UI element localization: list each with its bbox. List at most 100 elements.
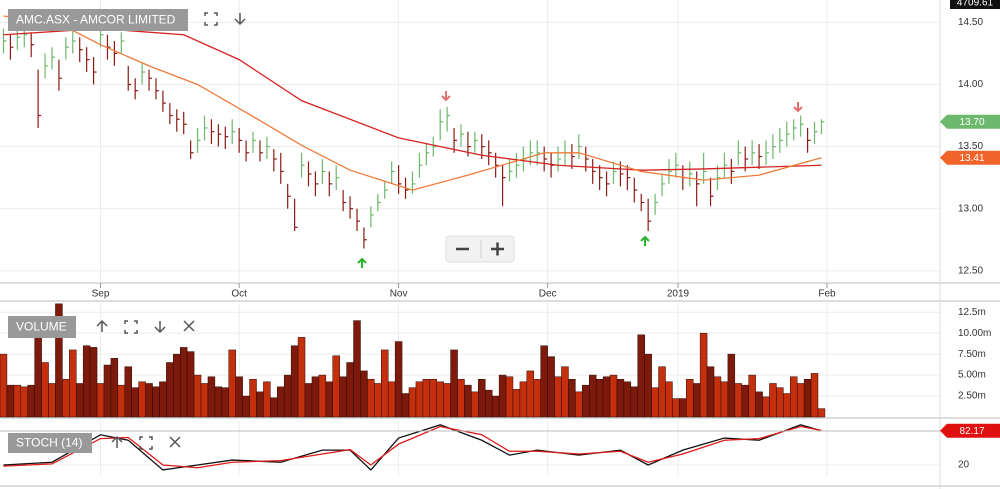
- y-tick-label: 2.50m: [958, 391, 986, 402]
- volume-bar: [249, 379, 257, 418]
- volume-bar: [297, 337, 306, 418]
- volume-bar: [325, 381, 333, 418]
- x-tick-label: Nov: [390, 289, 408, 300]
- volume-bar: [776, 387, 784, 418]
- volume-bar: [741, 384, 749, 418]
- volume-bar: [595, 379, 604, 418]
- volume-bar: [290, 345, 299, 418]
- volume-bar: [110, 358, 119, 418]
- stoch-line: [3, 425, 822, 469]
- volume-bar: [512, 389, 521, 418]
- volume-bar: [422, 379, 431, 418]
- volume-bar: [505, 376, 514, 418]
- volume-bar: [533, 379, 541, 418]
- x-tick-label: Sep: [92, 289, 110, 300]
- zoom-control[interactable]: [445, 235, 515, 263]
- expand-icon[interactable]: [204, 12, 218, 26]
- volume-bar: [762, 396, 770, 418]
- volume-bar: [498, 374, 507, 418]
- expand-icon[interactable]: [124, 320, 138, 334]
- zoom-in[interactable]: [491, 242, 504, 256]
- volume-bar: [207, 376, 216, 418]
- volume-bar: [332, 355, 340, 418]
- moving-average: [3, 15, 822, 191]
- up-icon[interactable]: [96, 319, 108, 332]
- volume-bar: [263, 381, 271, 418]
- volume-bar: [103, 364, 112, 418]
- volume-bar: [450, 349, 458, 418]
- volume-bar: [152, 386, 160, 418]
- close-icon[interactable]: [169, 436, 181, 448]
- x-tick-label: 2019: [667, 289, 690, 300]
- volume-bar: [179, 347, 188, 418]
- volume-bar: [575, 391, 583, 418]
- up-icon[interactable]: [111, 435, 123, 448]
- close-icon[interactable]: [183, 320, 195, 332]
- volume-bar: [644, 353, 652, 418]
- toolbar[interactable]: [204, 12, 246, 26]
- volume-bar: [651, 387, 659, 418]
- volume-badge: [8, 316, 76, 338]
- buy-arrow: [640, 235, 650, 246]
- volume-bar: [387, 381, 396, 418]
- volume-bar: [602, 376, 611, 418]
- volume-bar: [713, 376, 722, 418]
- volume-bar: [526, 370, 535, 418]
- stoch-toolbar[interactable]: [111, 435, 181, 450]
- volume-bar: [242, 395, 250, 418]
- volume-bar: [82, 345, 91, 418]
- volume-bar: [588, 374, 597, 418]
- y-tick-label: 5.00m: [958, 370, 986, 381]
- volume-bar: [235, 376, 243, 418]
- volume-bar: [159, 381, 167, 418]
- x-tick-label: Oct: [231, 289, 247, 300]
- volume-bar: [173, 353, 181, 418]
- volume-bar: [727, 353, 736, 418]
- close-tag-box: [940, 114, 1000, 129]
- volume-bar: [706, 366, 715, 418]
- y-tick-label: 12.5m: [958, 307, 986, 318]
- volume-bar: [485, 389, 493, 418]
- volume-bar: [76, 383, 84, 418]
- index-tag-box: [950, 0, 1000, 9]
- sell-arrow: [441, 91, 451, 102]
- volume-bar: [283, 374, 292, 418]
- volume-bar: [62, 379, 70, 418]
- down-icon[interactable]: [234, 13, 246, 26]
- volume-bar: [6, 384, 15, 418]
- volume-bar: [755, 391, 763, 418]
- volume-bar: [720, 381, 729, 418]
- volume-bar: [117, 384, 126, 418]
- volume-bar: [34, 332, 42, 418]
- volume-bar: [796, 383, 805, 418]
- volume-bar: [561, 366, 569, 418]
- volume-bar: [665, 381, 673, 418]
- expand-icon[interactable]: [139, 436, 153, 450]
- volume-bar: [145, 383, 153, 418]
- volume-bar: [478, 379, 486, 418]
- x-tick-label: Feb: [818, 289, 836, 300]
- volume-bar: [13, 384, 22, 418]
- volume-bar: [616, 379, 625, 418]
- volume-bar: [69, 349, 77, 418]
- stoch-tag-box: [940, 423, 1000, 438]
- volume-bar: [748, 374, 756, 418]
- volume-bar: [318, 374, 327, 418]
- volume-bar: [270, 397, 278, 418]
- volume-bar: [360, 370, 368, 418]
- down-icon[interactable]: [154, 321, 166, 334]
- stoch-badge: [8, 433, 92, 453]
- volume-bar: [540, 345, 548, 418]
- volume-bar: [464, 384, 472, 418]
- moving-average: [3, 27, 822, 171]
- volume-bar: [554, 376, 562, 418]
- volume-bar: [55, 303, 63, 418]
- volume-bar: [186, 351, 195, 418]
- y-tick-label: 20: [958, 460, 970, 471]
- volume-bar: [394, 341, 403, 418]
- volume-toolbar[interactable]: [96, 319, 195, 334]
- volume-bar: [471, 391, 479, 418]
- volume-bar: [304, 383, 313, 418]
- buy-arrow: [357, 257, 367, 268]
